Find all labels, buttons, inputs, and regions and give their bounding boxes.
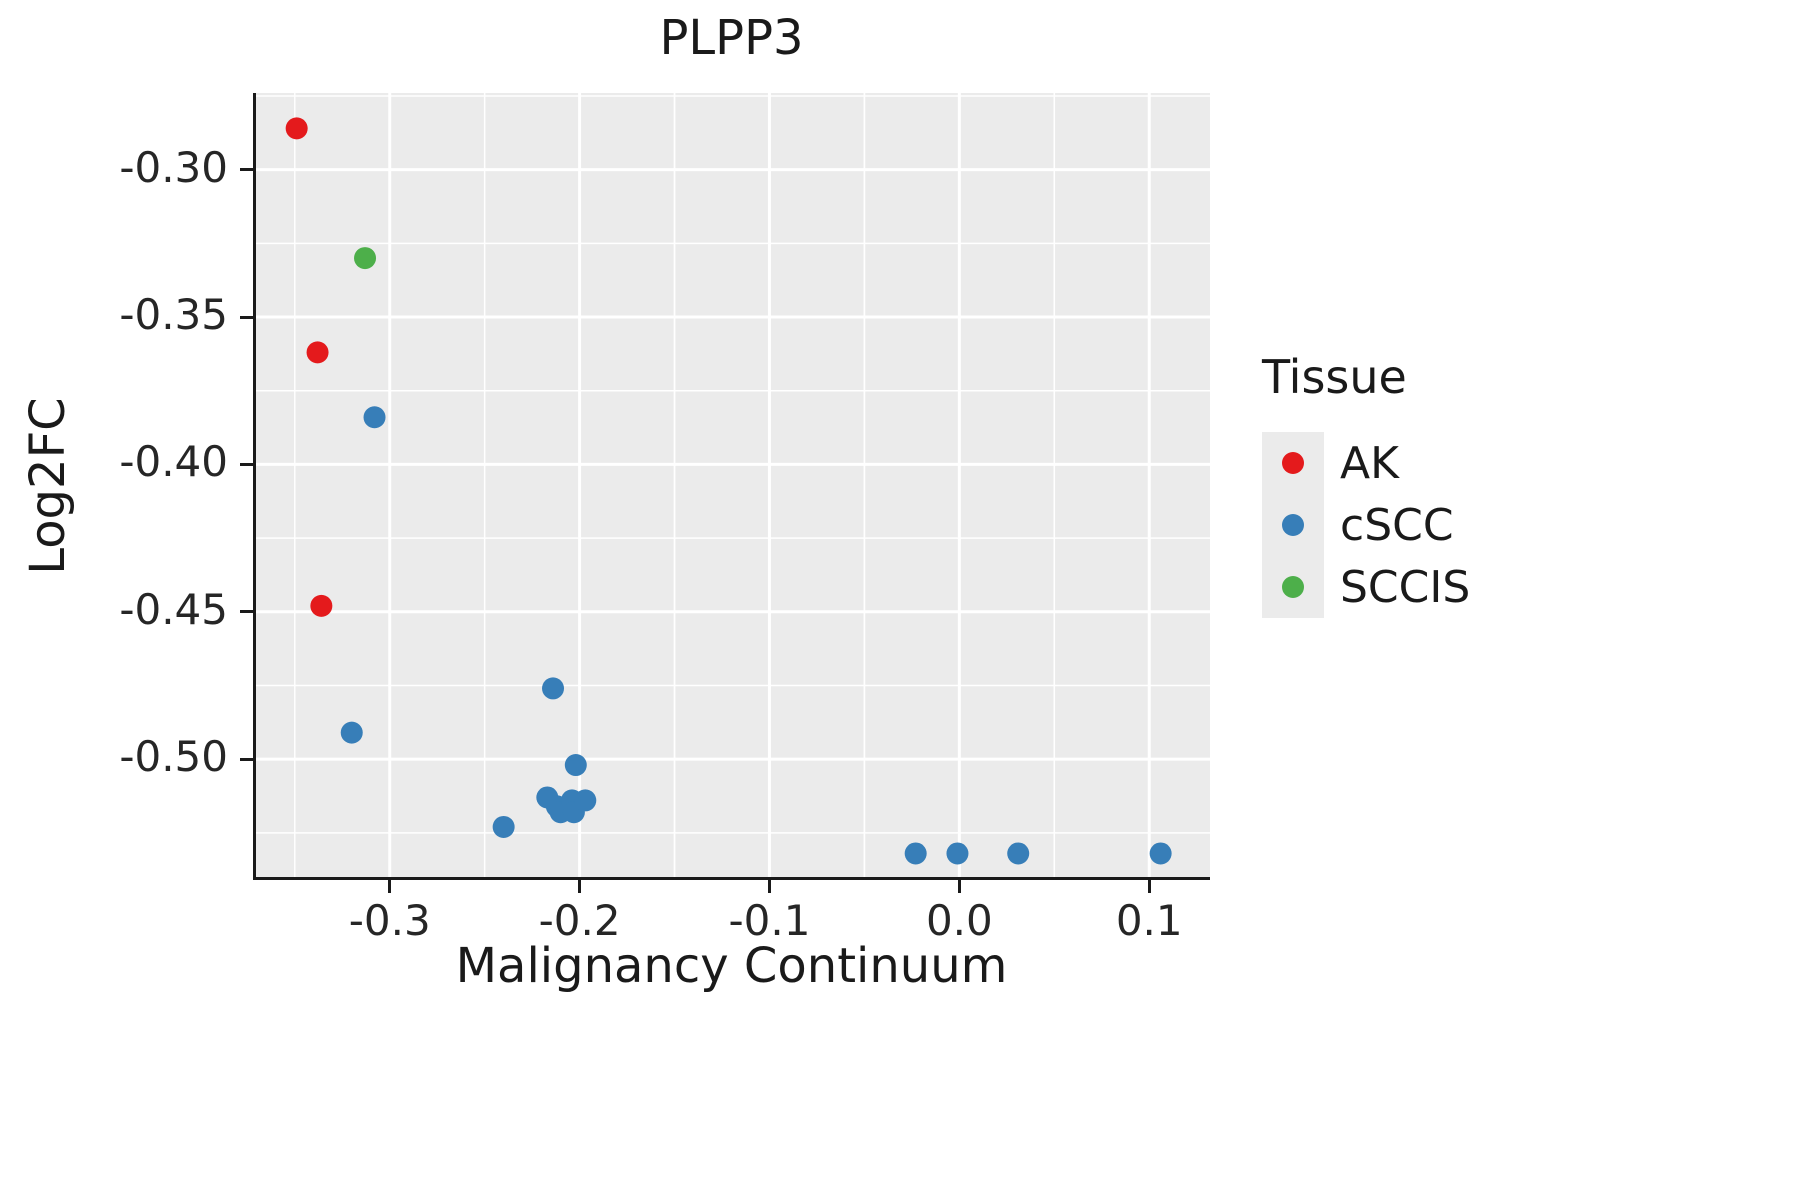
- y-tick-label: -0.40: [119, 437, 228, 487]
- plot-panel: [253, 93, 1210, 880]
- x-tick-label: 0.0: [925, 896, 993, 945]
- data-point-cscc: [904, 842, 927, 865]
- data-point-sccis: [354, 247, 377, 270]
- x-tick-mark: [578, 880, 582, 893]
- legend-dot-ak: [1282, 452, 1304, 474]
- data-point-cscc: [1149, 842, 1172, 865]
- data-point-ak: [310, 594, 333, 617]
- legend-title: Tissue: [1262, 350, 1407, 404]
- data-point-ak: [306, 341, 329, 364]
- data-point-cscc: [564, 754, 587, 777]
- data-point-cscc: [340, 721, 363, 744]
- x-tick-mark: [957, 880, 961, 893]
- legend-key: [1262, 556, 1324, 618]
- data-point-cscc: [574, 789, 597, 812]
- data-point-cscc: [1007, 842, 1030, 865]
- y-tick-mark: [240, 757, 253, 761]
- data-point-cscc: [946, 842, 969, 865]
- legend-key: [1262, 494, 1324, 556]
- x-tick-label: -0.3: [348, 896, 431, 945]
- x-tick-mark: [388, 880, 392, 893]
- y-tick-label: -0.30: [119, 142, 228, 192]
- x-axis-title: Malignancy Continuum: [455, 938, 1008, 994]
- legend-item-cscc: cSCC: [1262, 494, 1470, 556]
- y-tick-mark: [240, 315, 253, 319]
- data-point-cscc: [542, 677, 565, 700]
- legend-label: AK: [1340, 437, 1399, 489]
- legend-label: cSCC: [1340, 499, 1454, 551]
- x-tick-mark: [1147, 880, 1151, 893]
- y-tick-mark: [240, 168, 253, 172]
- data-point-cscc: [363, 406, 386, 429]
- y-tick-label: -0.35: [119, 290, 228, 339]
- x-tick-label: -0.2: [538, 896, 621, 945]
- x-tick-mark: [767, 880, 771, 893]
- data-point-ak: [285, 117, 308, 140]
- x-tick-label: -0.1: [728, 896, 811, 945]
- x-tick-label: 0.1: [1115, 896, 1183, 945]
- chart-title: PLPP3: [659, 10, 804, 66]
- x-tick-labels: -0.3 -0.2 -0.1 0.0 0.1: [253, 896, 1210, 948]
- legend-key: [1262, 432, 1324, 494]
- y-tick-label: -0.50: [119, 732, 228, 782]
- y-tick-mark: [240, 610, 253, 614]
- legend-item-ak: AK: [1262, 432, 1470, 494]
- legend-dot-sccis: [1282, 576, 1304, 598]
- legend: Tissue AK cSCC SCCIS: [1262, 350, 1470, 618]
- legend-label: SCCIS: [1340, 561, 1471, 613]
- y-tick-mark: [240, 462, 253, 466]
- y-tick-labels: -0.30 -0.35 -0.40 -0.45 -0.50: [0, 93, 228, 880]
- y-tick-label: -0.45: [119, 584, 228, 634]
- legend-item-sccis: SCCIS: [1262, 556, 1470, 618]
- data-point-cscc: [492, 815, 515, 838]
- legend-dot-cscc: [1282, 514, 1304, 536]
